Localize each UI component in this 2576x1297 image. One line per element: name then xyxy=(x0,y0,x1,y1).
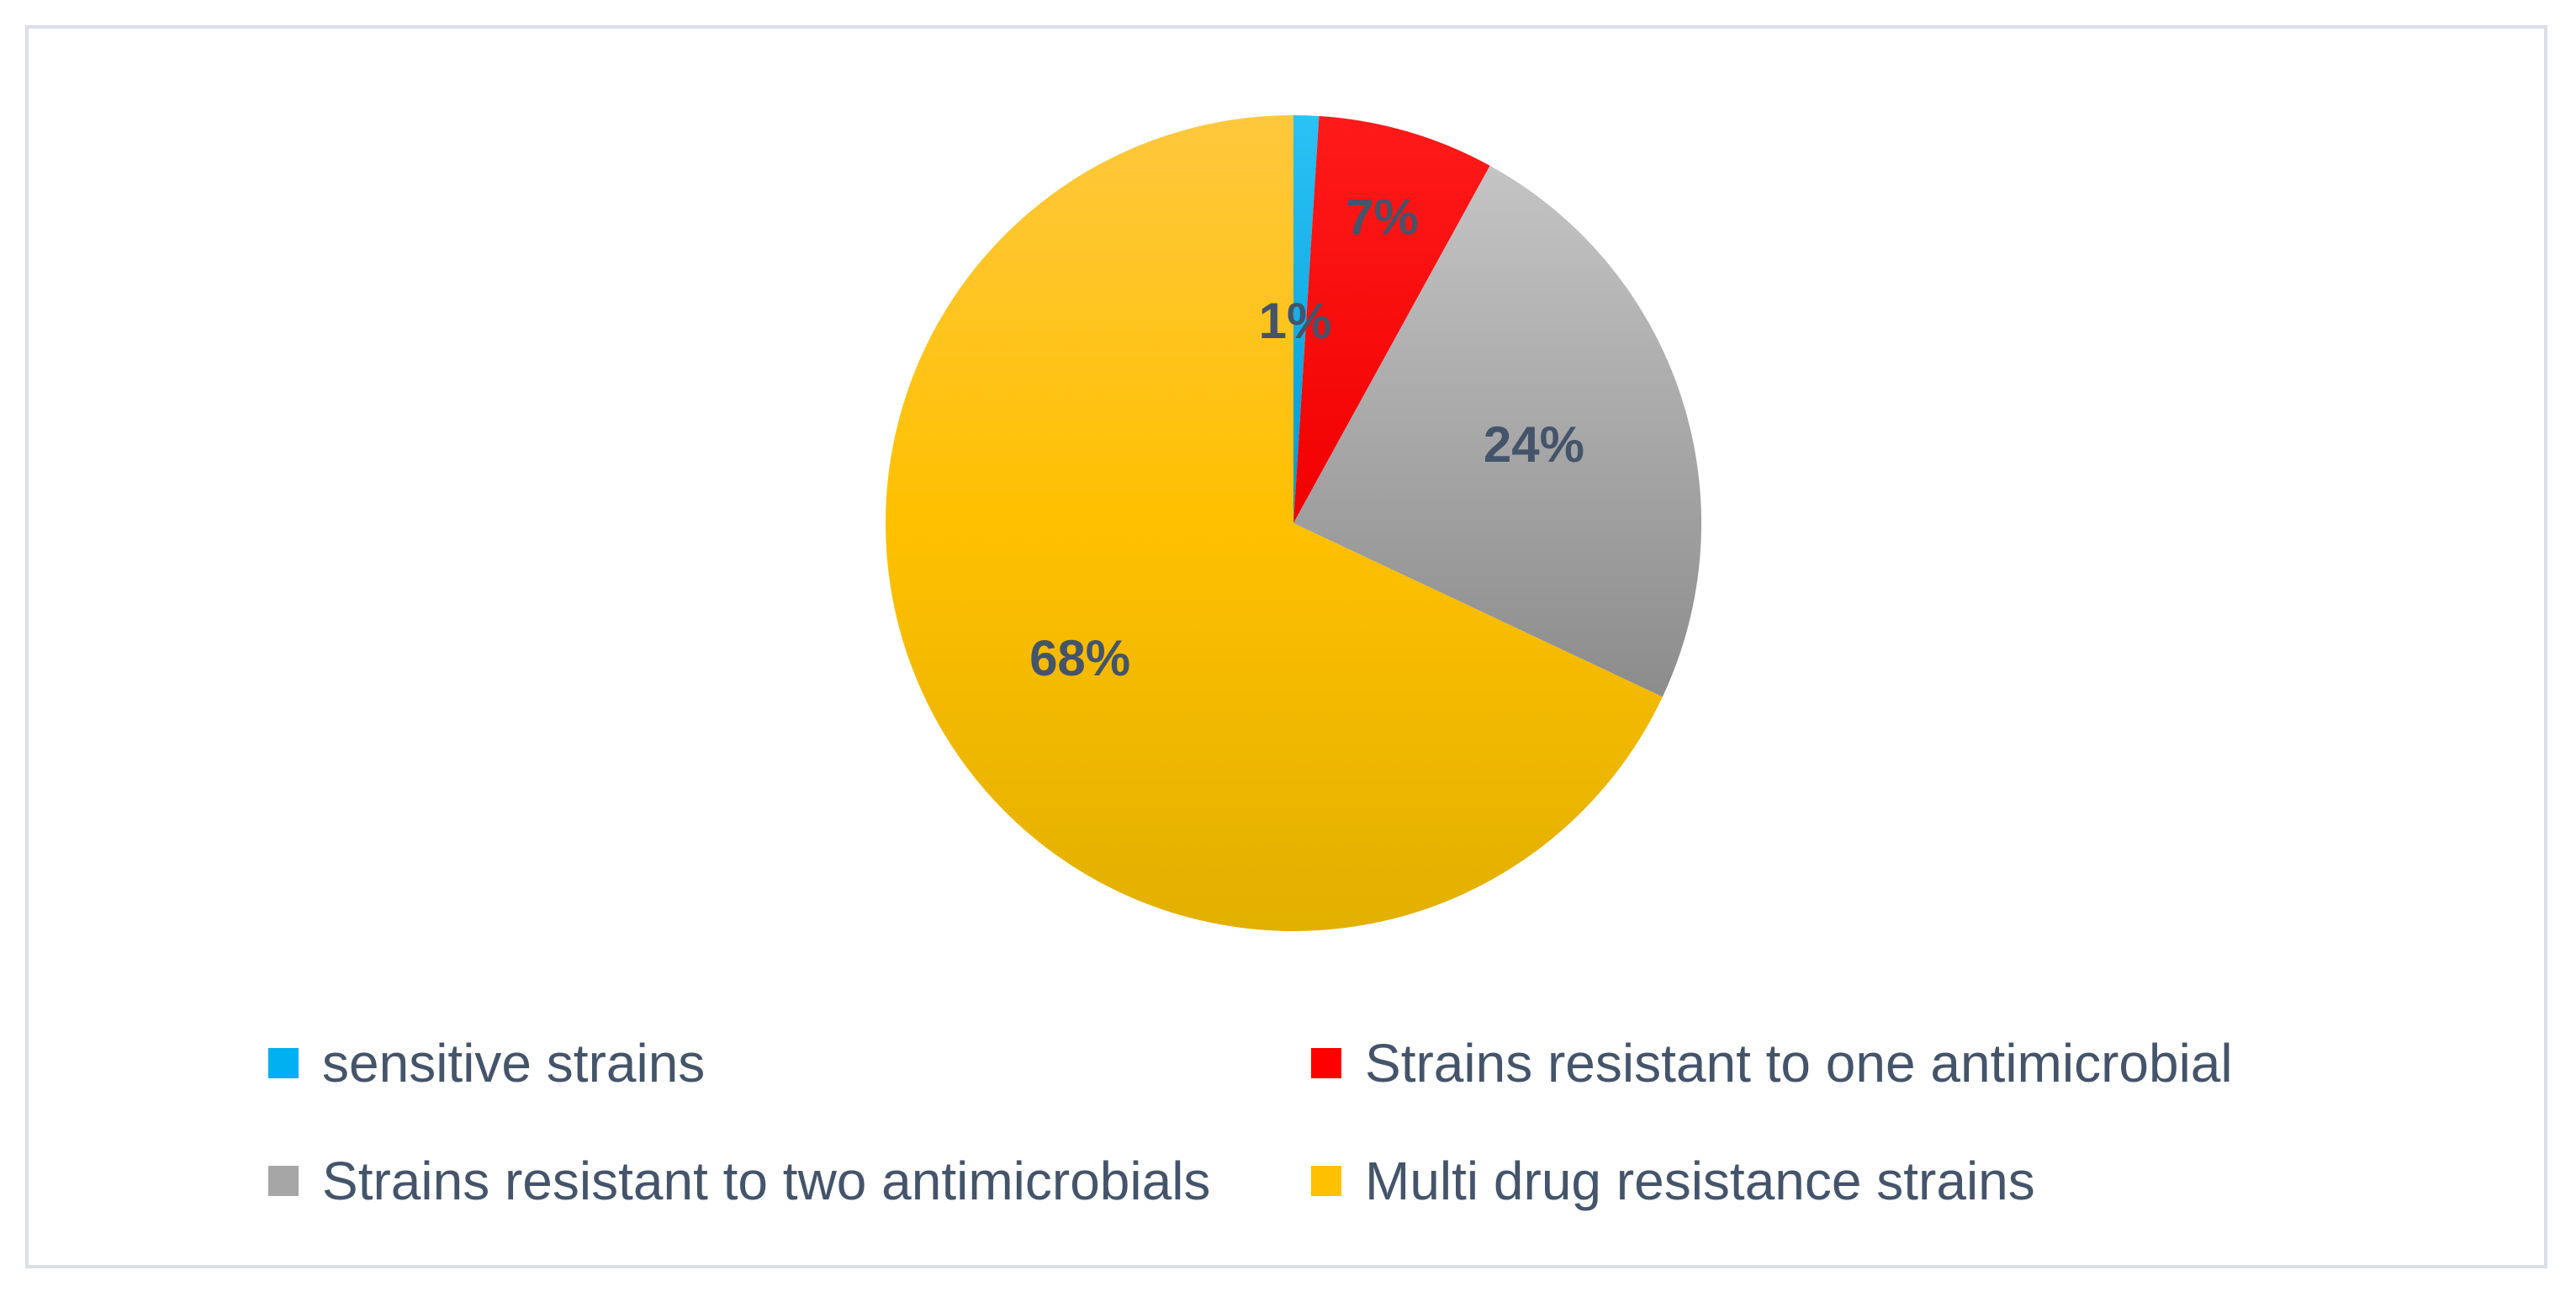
legend-item: sensitive strains xyxy=(268,1030,705,1097)
pie-slice-2 xyxy=(1293,115,1490,523)
legend-item: Strains resistant to two antimicrobials xyxy=(268,1147,1210,1215)
chart-frame: 1% 7% 24% 68% sensitive strains Strains resi… xyxy=(25,25,2547,1268)
pie-slice-3 xyxy=(1293,165,1701,697)
legend-swatch xyxy=(268,1166,299,1196)
legend-label: Multi drug resistance strains xyxy=(1365,1151,2035,1211)
pie-slice-4 xyxy=(886,115,1663,931)
pie-slices xyxy=(886,115,1701,931)
legend-label: Strains resistant to two antimicrobials xyxy=(322,1151,1211,1211)
legend-item: Multi drug resistance strains xyxy=(1311,1147,2035,1215)
data-label-3: 24% xyxy=(1484,416,1584,473)
pie-chart: 1%7% 24% 68% xyxy=(886,115,1701,931)
data-label-2: 7% xyxy=(1346,189,1419,246)
legend-swatch xyxy=(1311,1048,1341,1078)
legend-swatch xyxy=(268,1048,299,1078)
data-label-4: 68% xyxy=(1029,630,1130,686)
legend-item: Strains resistant to one antimicrobial xyxy=(1311,1030,2233,1097)
pie-slice-1 xyxy=(1293,115,1320,523)
pie-data-labels: 1%7% 24% 68% xyxy=(1029,189,1584,686)
data-label-1: 1% xyxy=(1259,293,1332,349)
legend-label: Strains resistant to one antimicrobial xyxy=(1365,1033,2233,1093)
legend-label: sensitive strains xyxy=(322,1033,706,1093)
legend-swatch xyxy=(1311,1166,1341,1196)
